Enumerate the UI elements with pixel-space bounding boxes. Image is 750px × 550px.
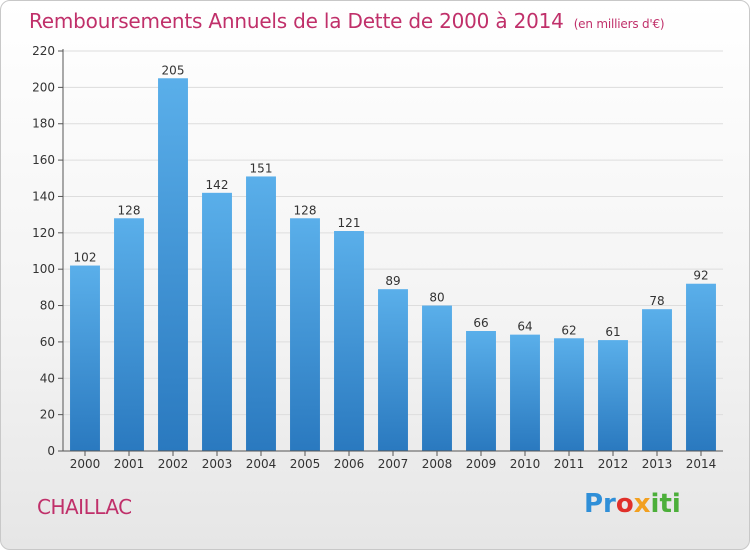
x-tick-label: 2013 — [642, 457, 673, 471]
bar-value-label: 80 — [429, 291, 444, 305]
x-tick-label: 2011 — [554, 457, 585, 471]
bar-2008 — [422, 305, 452, 451]
bar-value-label: 205 — [162, 63, 185, 77]
bar-2014 — [686, 283, 716, 451]
x-tick-label: 2008 — [422, 457, 453, 471]
bar-value-label: 64 — [517, 320, 532, 334]
bar-value-label: 102 — [74, 251, 97, 265]
bar-value-label: 121 — [338, 216, 361, 230]
x-tick-label: 2010 — [510, 457, 541, 471]
x-tick-label: 2009 — [466, 457, 497, 471]
logo-part-4: iti — [650, 489, 681, 519]
proxiti-logo: Proxiti — [584, 489, 681, 519]
bar-2002 — [158, 78, 188, 451]
bar-2006 — [334, 231, 364, 451]
logo-part-3: x — [633, 489, 651, 519]
x-tick-label: 2004 — [246, 457, 277, 471]
bar-2013 — [642, 309, 672, 451]
bar-2003 — [202, 192, 232, 451]
y-tick-label: 100 — [32, 262, 55, 276]
y-tick-label: 80 — [40, 299, 55, 313]
x-tick-label: 2000 — [70, 457, 101, 471]
y-tick-label: 160 — [32, 153, 55, 167]
y-tick-label: 180 — [32, 117, 55, 131]
bar-value-label: 66 — [473, 316, 488, 330]
bar-value-label: 89 — [385, 274, 400, 288]
logo-part-2: o — [615, 489, 634, 519]
bar-chart: 102 128 205 142 151 128 121 89 80 66 64 62 61 78 92 0 2… — [32, 44, 723, 471]
x-tick-label: 2003 — [202, 457, 233, 471]
bar-2000 — [70, 265, 100, 451]
bar-value-label: 62 — [561, 323, 576, 337]
bar-2010 — [510, 334, 540, 451]
y-tick-label: 220 — [32, 44, 55, 58]
axis-layer: 0 20 40 60 80 100 120 140 160 180 200 220 2000 2001 20… — [32, 44, 723, 471]
bar-2007 — [378, 289, 408, 451]
bar-value-label: 142 — [206, 178, 229, 192]
chart-title-text: Remboursements Annuels de la Dette de 20… — [29, 9, 564, 33]
bar-layer: 102 128 205 142 151 128 121 89 80 66 64 62 61 78 92 — [70, 63, 716, 452]
y-tick-label: 40 — [40, 371, 55, 385]
bar-2005 — [290, 218, 320, 451]
bar-value-label: 128 — [294, 203, 317, 217]
x-tick-label: 2014 — [686, 457, 717, 471]
x-tick-label: 2007 — [378, 457, 409, 471]
x-tick-label: 2005 — [290, 457, 321, 471]
logo-part-1: Pr — [584, 489, 616, 519]
y-tick-label: 120 — [32, 226, 55, 240]
x-tick-label: 2006 — [334, 457, 365, 471]
x-tick-label: 2012 — [598, 457, 629, 471]
bar-2004 — [246, 176, 276, 452]
bar-2001 — [114, 218, 144, 451]
chart-title: Remboursements Annuels de la Dette de 20… — [29, 9, 665, 33]
bar-2009 — [466, 331, 496, 451]
commune-name: CHAILLAC — [37, 495, 132, 519]
bar-value-label: 92 — [693, 269, 708, 283]
y-tick-label: 140 — [32, 189, 55, 203]
bar-2011 — [554, 338, 584, 451]
bar-2012 — [598, 340, 628, 451]
y-tick-label: 0 — [47, 444, 55, 458]
bar-value-label: 151 — [250, 161, 273, 175]
bar-value-label: 128 — [118, 203, 141, 217]
x-tick-label: 2001 — [114, 457, 145, 471]
y-tick-label: 20 — [40, 408, 55, 422]
chart-unit: (en milliers d'€) — [573, 17, 665, 31]
y-tick-label: 60 — [40, 335, 55, 349]
bar-value-label: 78 — [649, 294, 664, 308]
x-tick-label: 2002 — [158, 457, 189, 471]
y-tick-label: 200 — [32, 80, 55, 94]
bar-value-label: 61 — [605, 325, 620, 339]
